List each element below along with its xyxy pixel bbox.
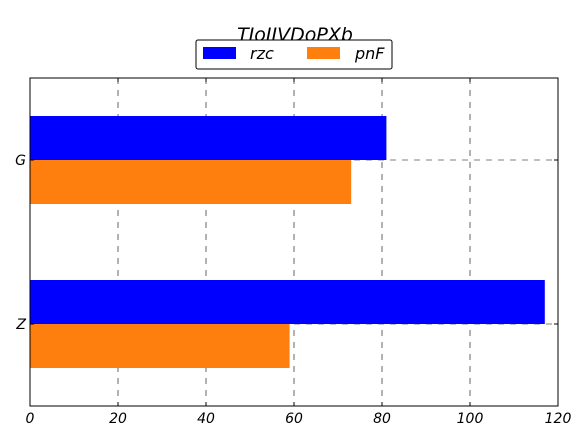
bars [30, 116, 545, 368]
legend: rzc pnF [195, 39, 393, 70]
bar-pnf-g [30, 160, 352, 204]
bar-pnf-z [30, 324, 290, 368]
bar-rzc-z [30, 280, 545, 324]
legend-label-rzc: rzc [250, 44, 274, 63]
x-tick-label: 120 [545, 411, 572, 427]
x-tick-label: 100 [457, 411, 484, 427]
legend-box [195, 39, 393, 70]
legend-swatch-pnf [307, 47, 340, 59]
legend-swatch-rzc [203, 47, 236, 59]
x-tick-label: 0 [26, 411, 35, 427]
y-axis-ticks: GZ [15, 153, 558, 333]
x-tick-label: 20 [109, 411, 127, 427]
y-tick-label: Z [15, 317, 26, 333]
bar-rzc-g [30, 116, 387, 160]
y-tick-label: G [15, 153, 26, 169]
legend-label-pnf: pnF [354, 44, 385, 63]
x-tick-label: 80 [373, 411, 391, 427]
x-tick-label: 60 [285, 411, 303, 427]
x-axis-ticks: 0 20 40 60 80 100 120 [26, 78, 572, 427]
x-tick-label: 40 [197, 411, 215, 427]
